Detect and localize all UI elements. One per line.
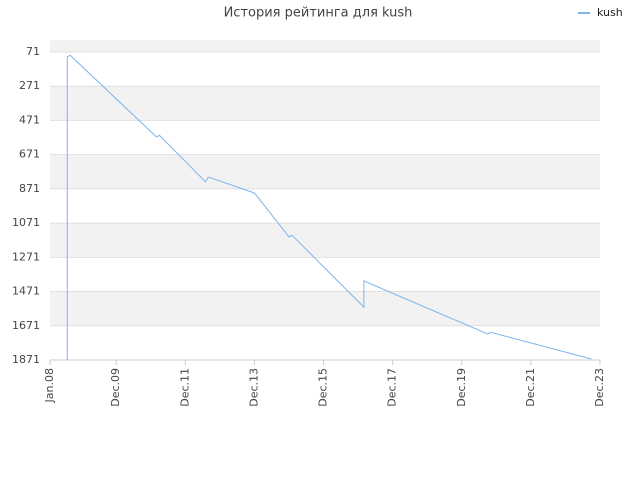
y-tick-label: 1471 [12, 285, 40, 298]
y-tick-label: 271 [19, 79, 40, 92]
x-tick-label: Dec.09 [109, 368, 122, 407]
y-tick-label: 671 [19, 148, 40, 161]
grid-band [50, 40, 600, 52]
x-tick-label: Jan.08 [43, 368, 56, 403]
data-line [66, 54, 592, 360]
y-tick-label: 871 [19, 182, 40, 195]
y-tick-label: 1271 [12, 250, 40, 263]
y-tick-label: 471 [19, 113, 40, 126]
x-tick-label: Dec.21 [524, 368, 537, 407]
x-tick-label: Dec.19 [455, 368, 468, 407]
chart-title: История рейтинга для kush [224, 6, 413, 21]
grid-band [50, 86, 600, 121]
x-tick-label: Dec.15 [317, 368, 330, 407]
x-tick-label: Dec.11 [178, 368, 191, 407]
x-tick-label: Dec.13 [247, 368, 260, 407]
y-tick-label: 71 [26, 45, 40, 58]
y-tick-label: 1071 [12, 216, 40, 229]
grid-band [50, 154, 600, 189]
legend-label: kush [597, 6, 623, 19]
x-tick-label: Dec.17 [386, 368, 399, 407]
grid-band [50, 223, 600, 258]
y-tick-label: 1671 [12, 319, 40, 332]
grid-band [50, 291, 600, 326]
y-tick-label: 1871 [12, 353, 40, 366]
x-tick-label: Dec.23 [593, 368, 606, 407]
